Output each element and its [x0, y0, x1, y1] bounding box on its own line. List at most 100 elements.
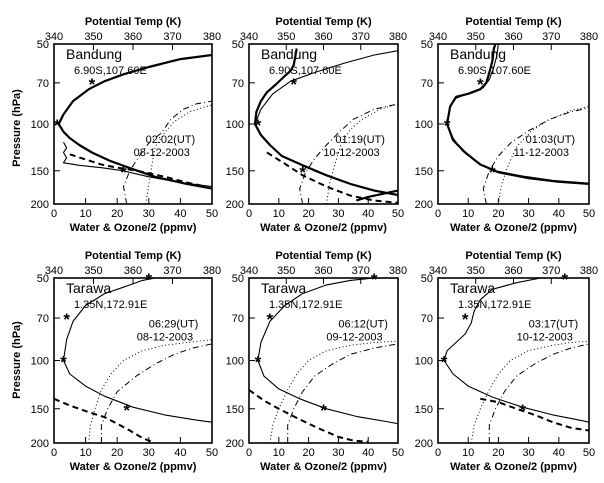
series-line-solid-thin: [446, 44, 499, 125]
x2-tick-label: 370: [542, 265, 560, 277]
x-axis-title: Water & Ozone/2 (ppmv): [450, 222, 577, 234]
x-tick-label: 20: [302, 208, 314, 220]
y-tick-label: 100: [226, 356, 244, 368]
x2-tick-label: 380: [389, 265, 407, 277]
series-line-dotted: [269, 340, 398, 443]
x-tick-label: 10: [79, 208, 91, 220]
station-name: Bandung: [261, 46, 317, 62]
x-tick-label: 0: [435, 447, 441, 459]
series-line-dashdot: [488, 343, 589, 443]
y-tick-label: 50: [421, 273, 433, 285]
series-group: [443, 278, 589, 443]
y-tick-label: 100: [31, 356, 49, 368]
series-line-solid-thin: [443, 360, 589, 423]
series-line-dashdot: [299, 103, 398, 204]
x-tick-label: 20: [111, 208, 123, 220]
x2-tick-label: 360: [314, 265, 332, 277]
x-axis-title: Water & Ozone/2 (ppmv): [450, 461, 577, 473]
y-tick-label: 50: [232, 273, 244, 285]
x2-tick-label: 370: [352, 31, 370, 43]
asterisk-marker: *: [267, 310, 274, 329]
x-tick-label: 50: [583, 447, 595, 459]
series-line-solid-thick: [253, 48, 298, 125]
x-tick-label: 20: [492, 208, 504, 220]
asterisk-marker: *: [441, 353, 448, 372]
x2-tick-label: 360: [504, 265, 522, 277]
y-tick-label: 50: [232, 39, 244, 51]
x2-tick-label: 340: [240, 265, 258, 277]
y-tick-label: 100: [415, 356, 433, 368]
y-tick-label: 70: [37, 313, 49, 325]
station-name: Tarawa: [261, 280, 306, 296]
y-tick-label: 150: [31, 166, 49, 178]
x-tick-label: 0: [435, 208, 441, 220]
station-location: 6.90S,107.60E: [74, 65, 147, 77]
x-tick-label: 40: [362, 208, 374, 220]
series-line-dashed: [69, 153, 206, 188]
series-line-dashdot: [287, 343, 398, 443]
time-stamp: 01:03(UT): [526, 134, 576, 146]
y-tick-label: 200: [226, 438, 244, 450]
asterisk-marker: *: [123, 401, 130, 420]
x-tick-label: 40: [362, 447, 374, 459]
y-tick-label: 70: [232, 78, 244, 90]
y-tick-label: 100: [226, 119, 244, 131]
y-tick-label: 150: [226, 166, 244, 178]
time-stamp: 03:17(UT): [529, 319, 579, 331]
y-tick-label: 100: [31, 119, 49, 131]
x2-tick-label: 370: [163, 31, 181, 43]
series-line-dotted: [326, 103, 398, 204]
x-tick-label: 0: [246, 208, 252, 220]
x2-tick-label: 340: [240, 31, 258, 43]
asterisk-marker: *: [120, 163, 127, 182]
x2-tick-label: 360: [124, 31, 142, 43]
x-tick-label: 50: [392, 447, 404, 459]
asterisk-marker: *: [54, 116, 61, 135]
y-tick-label: 200: [226, 199, 244, 211]
series-line-solid-thin: [257, 360, 398, 425]
series-line-solid-thick: [355, 189, 398, 202]
y-tick-label: 150: [31, 404, 49, 416]
station-location: 6.90S,107.60E: [269, 65, 342, 77]
x-tick-label: 10: [462, 447, 474, 459]
x-tick-label: 30: [522, 208, 534, 220]
x-tick-label: 20: [111, 447, 123, 459]
asterisk-marker: *: [60, 353, 67, 372]
x-tick-label: 40: [174, 447, 186, 459]
y-tick-label: 70: [37, 78, 49, 90]
y-tick-label: 70: [421, 78, 433, 90]
station-location: 1.35N,172.91E: [269, 299, 342, 311]
series-line-dotted: [145, 104, 212, 204]
series-group: [57, 53, 212, 204]
series-line-dotted: [497, 106, 589, 204]
station-name: Tarawa: [66, 280, 111, 296]
x2-axis-title: Potential Temp (K): [465, 16, 562, 28]
series-line-solid-thin: [443, 278, 541, 361]
x-tick-label: 10: [462, 208, 474, 220]
series-line-dashdot: [482, 107, 589, 204]
x2-tick-label: 350: [467, 265, 485, 277]
series-line-solid-thin: [62, 278, 156, 361]
x-tick-label: 0: [51, 208, 57, 220]
series-line-dotted: [88, 339, 212, 443]
y-tick-label: 70: [232, 313, 244, 325]
x2-tick-label: 360: [124, 265, 142, 277]
station-location: 1.35N,172.91E: [458, 299, 531, 311]
asterisk-marker: *: [371, 270, 378, 289]
series-group: [253, 48, 398, 204]
date-stamp: 08-12-2003: [134, 147, 190, 159]
asterisk-marker: *: [477, 75, 484, 94]
x-tick-label: 50: [206, 447, 218, 459]
x2-tick-label: 350: [277, 265, 295, 277]
x-tick-label: 10: [79, 447, 91, 459]
series-group: [446, 44, 589, 204]
x-tick-label: 50: [583, 208, 595, 220]
x2-tick-label: 340: [429, 31, 447, 43]
station-location: 1.35N,172.91E: [74, 299, 147, 311]
y-tick-label: 70: [421, 313, 433, 325]
